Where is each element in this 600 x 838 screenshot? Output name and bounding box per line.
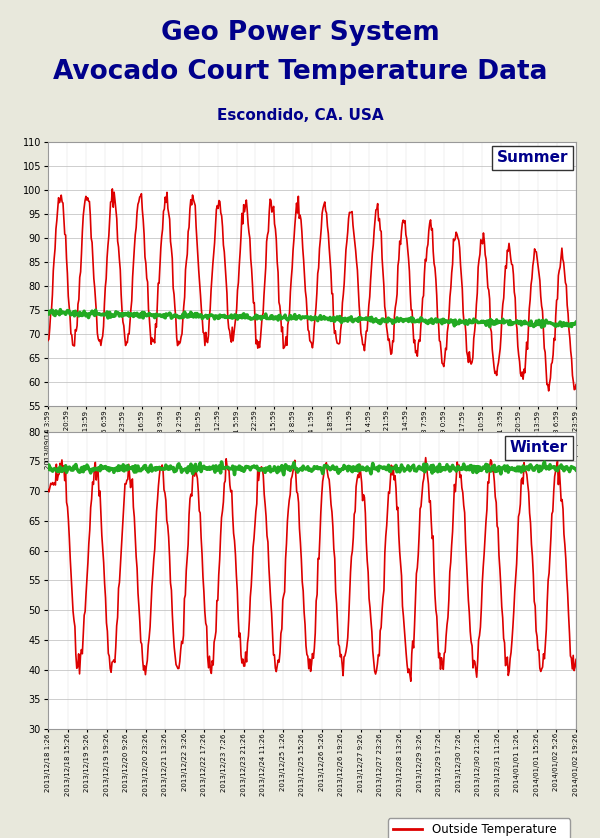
Text: Avocado Court Temperature Data: Avocado Court Temperature Data [53,59,547,85]
Legend: Outside Temperature, Geo Power System out: Outside Temperature, Geo Power System ou… [388,818,570,838]
Text: Geo Power System: Geo Power System [161,19,439,46]
Text: Winter: Winter [510,441,568,456]
Text: Escondido, CA. USA: Escondido, CA. USA [217,108,383,123]
Text: Summer: Summer [497,150,568,165]
